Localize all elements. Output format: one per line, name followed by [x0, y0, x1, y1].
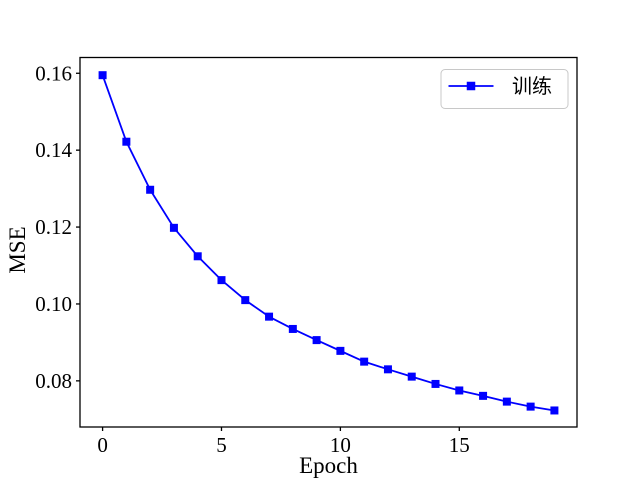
data-point-marker — [360, 357, 369, 366]
y-axis-label: MSE — [5, 226, 30, 273]
y-tick-label: 0.12 — [35, 215, 72, 239]
data-point-marker — [288, 324, 297, 333]
data-point-marker — [526, 402, 535, 411]
data-point-marker — [169, 223, 178, 232]
data-point-marker — [122, 137, 131, 146]
data-point-marker — [217, 276, 226, 285]
data-point-marker — [312, 336, 321, 345]
data-point-marker — [265, 312, 274, 321]
series-line — [101, 74, 555, 412]
x-axis-label: Epoch — [299, 453, 358, 478]
data-point-marker — [479, 391, 488, 400]
legend-marker-square — [466, 81, 476, 91]
data-point-marker — [502, 397, 511, 406]
data-point-marker — [383, 365, 392, 374]
plot-border — [79, 56, 578, 428]
y-tick-label: 0.16 — [35, 61, 72, 85]
data-point-marker — [98, 71, 107, 80]
data-point-marker — [241, 296, 250, 305]
ticks-layer: 0 5 10 15 0.08 0.10 0.12 0.14 0.16 — [35, 61, 470, 457]
legend-label: 训练 — [512, 75, 552, 98]
x-tick-label: 0 — [97, 433, 108, 457]
data-point-marker — [336, 346, 345, 355]
data-point-marker — [550, 406, 559, 415]
x-tick-label: 15 — [449, 433, 470, 457]
data-point-marker — [431, 379, 440, 388]
legend-box — [440, 69, 569, 109]
x-tick-label: 10 — [330, 433, 351, 457]
y-tick-label: 0.10 — [35, 292, 72, 316]
series-layer — [98, 71, 559, 415]
data-point-marker — [407, 372, 416, 381]
data-point-marker — [193, 252, 202, 261]
data-point-marker — [146, 185, 155, 194]
data-point-marker — [455, 386, 464, 395]
legend: 训练 — [440, 69, 569, 109]
x-tick-label: 5 — [216, 433, 227, 457]
y-tick-label: 0.08 — [35, 369, 72, 393]
y-tick-label: 0.14 — [35, 138, 72, 162]
